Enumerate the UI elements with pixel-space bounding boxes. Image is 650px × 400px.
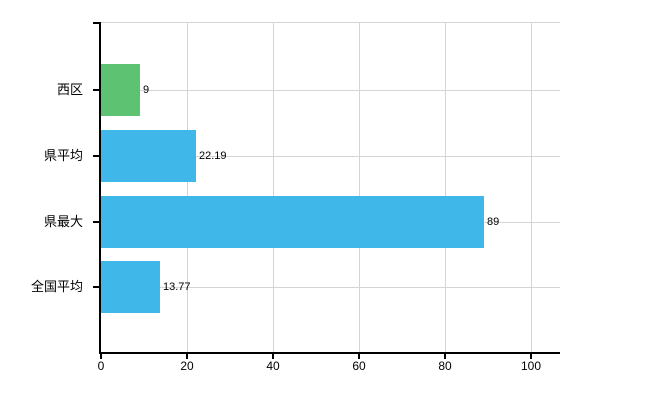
bar xyxy=(101,261,160,313)
category-tick xyxy=(93,286,99,288)
x-tick-label: 80 xyxy=(438,359,452,373)
plot-top-border xyxy=(101,22,560,23)
x-tick-label: 40 xyxy=(266,359,280,373)
grid-line-horizontal xyxy=(101,287,560,288)
bar xyxy=(101,64,140,116)
category-label: 全国平均 xyxy=(30,279,83,294)
grid-line-horizontal xyxy=(101,156,560,157)
category-label: 県最大 xyxy=(43,214,83,229)
category-label: 西区 xyxy=(56,82,83,97)
grid-line-vertical xyxy=(187,22,188,353)
category-tick xyxy=(93,221,99,223)
grid-line-vertical xyxy=(445,22,446,353)
grid-line-vertical xyxy=(273,22,274,353)
x-tick xyxy=(100,354,102,359)
x-tick xyxy=(444,354,446,359)
x-tick-label: 100 xyxy=(520,359,542,373)
category-tick xyxy=(93,155,99,157)
x-tick xyxy=(358,354,360,359)
grid-line-vertical xyxy=(531,22,532,353)
category-tick xyxy=(93,89,99,91)
grid-line-horizontal xyxy=(101,90,560,91)
plot-area: 9 22.19 89 13.77 xyxy=(101,22,560,353)
x-tick-label: 60 xyxy=(352,359,366,373)
x-axis xyxy=(99,352,560,354)
x-tick xyxy=(186,354,188,359)
x-tick-label: 20 xyxy=(180,359,194,373)
y-axis-top-tick xyxy=(93,22,99,24)
bar-value-label: 13.77 xyxy=(163,281,191,293)
x-tick-label: 0 xyxy=(97,359,105,373)
grid-line-vertical xyxy=(359,22,360,353)
bar-value-label: 22.19 xyxy=(199,150,227,162)
bar-value-label: 89 xyxy=(487,216,500,228)
bar xyxy=(101,130,196,182)
x-tick xyxy=(530,354,532,359)
bar-value-label: 9 xyxy=(143,84,150,96)
y-axis xyxy=(99,22,101,353)
x-tick xyxy=(272,354,274,359)
category-label: 県平均 xyxy=(43,148,83,163)
bar xyxy=(101,196,484,248)
